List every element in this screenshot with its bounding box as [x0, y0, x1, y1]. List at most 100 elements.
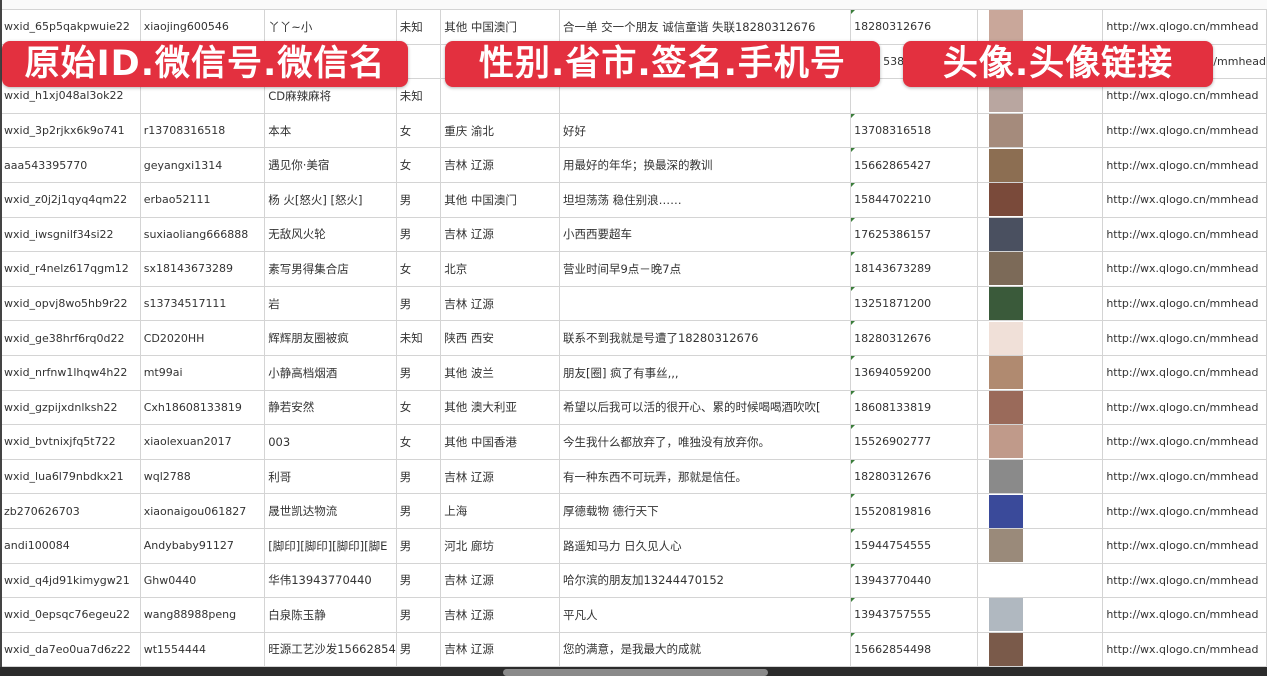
cell-region[interactable]: 吉林 辽源 [440, 285, 560, 322]
cell-link[interactable]: http://wx.qlogo.cn/mmhead [1102, 285, 1267, 322]
cell-name[interactable]: 丫丫~小 [264, 9, 397, 45]
cell-gender[interactable]: 男 [395, 354, 442, 391]
cell-name[interactable]: 晟世凯达物流 [264, 493, 397, 529]
cell-region[interactable]: 其他 中国澳门 [440, 9, 560, 45]
cell-wechat[interactable]: r13708316518 [139, 112, 266, 149]
cell-name[interactable]: 杨 火[怒火] [怒火] [264, 181, 397, 218]
cell-phone[interactable]: 13694059200 [850, 354, 978, 391]
cell-signature[interactable]: 小西西要超车 [558, 216, 852, 253]
cell-signature[interactable] [558, 285, 852, 322]
cell-wechat[interactable]: xiaolexuan2017 [139, 424, 266, 460]
cell-id[interactable]: wxid_da7eo0ua7d6z22 [0, 631, 141, 668]
cell-link[interactable]: http://wx.qlogo.cn/mmhead [1102, 597, 1267, 633]
cell-name[interactable]: 利哥 [264, 458, 397, 495]
cell-region[interactable]: 吉林 辽源 [440, 562, 560, 599]
cell-signature[interactable]: 厚德载物 德行天下 [558, 493, 852, 529]
cell-name[interactable]: 无敌风火轮 [264, 216, 397, 253]
cell-name[interactable]: 辉辉朋友圈被疯 [264, 320, 397, 356]
cell-gender[interactable]: 男 [395, 527, 442, 564]
cell-phone[interactable]: 18143673289 [850, 251, 978, 287]
cell-signature[interactable]: 营业时间早9点－晚7点 [558, 251, 852, 287]
cell-wechat[interactable]: Ghw0440 [139, 562, 266, 599]
cell-wechat[interactable]: xiaojing600546 [139, 9, 266, 45]
cell-signature[interactable]: 希望以后我可以活的很开心、累的时候喝喝酒吹吹[ [558, 389, 852, 426]
cell-phone[interactable]: 18608133819 [850, 389, 978, 426]
cell-gender[interactable]: 男 [395, 597, 442, 633]
cell-wechat[interactable]: wang88988peng [139, 597, 266, 633]
cell-name[interactable]: 小静高档烟酒 [264, 354, 397, 391]
cell-phone[interactable]: 15662865427 [850, 147, 978, 183]
cell-gender[interactable]: 未知 [395, 9, 442, 45]
cell-name[interactable]: 遇见你·美宿 [264, 147, 397, 183]
cell-wechat[interactable]: geyangxi1314 [139, 147, 266, 183]
cell-name[interactable]: 素写男得集合店 [264, 251, 397, 287]
cell-link[interactable]: http://wx.qlogo.cn/mmhead [1102, 112, 1267, 149]
cell-link[interactable]: http://wx.qlogo.cn/mmhead [1102, 424, 1267, 460]
cell-gender[interactable]: 男 [395, 216, 442, 253]
cell-region[interactable]: 其他 中国澳门 [440, 181, 560, 218]
cell-gender[interactable]: 女 [395, 251, 442, 287]
cell-id[interactable]: wxid_q4jd91kimygw21 [0, 562, 141, 599]
cell-wechat[interactable]: wql2788 [139, 458, 266, 495]
cell-id[interactable]: wxid_ge38hrf6rq0d22 [0, 320, 141, 356]
cell-wechat[interactable]: mt99ai [139, 354, 266, 391]
cell-id[interactable]: wxid_opvj8wo5hb9r22 [0, 285, 141, 322]
cell-id[interactable]: wxid_0epsqc76egeu22 [0, 597, 141, 633]
cell-gender[interactable]: 男 [395, 458, 442, 495]
cell-phone[interactable]: 15520819816 [850, 493, 978, 529]
cell-id[interactable]: wxid_65p5qakpwuie22 [0, 9, 141, 45]
cell-wechat[interactable]: s13734517111 [139, 285, 266, 322]
cell-link[interactable]: http://wx.qlogo.cn/mmhead [1102, 493, 1267, 529]
cell-phone[interactable]: 15526902777 [850, 424, 978, 460]
cell-avatar[interactable] [976, 216, 1104, 253]
cell-link[interactable]: http://wx.qlogo.cn/mmhead [1102, 389, 1267, 426]
cell-name[interactable]: 华伟13943770440 [264, 562, 397, 599]
cell-region[interactable]: 吉林 辽源 [440, 597, 560, 633]
cell-link[interactable]: http://wx.qlogo.cn/mmhead [1102, 147, 1267, 183]
cell-avatar[interactable] [976, 458, 1104, 495]
cell-wechat[interactable]: wt1554444 [139, 631, 266, 668]
cell-wechat[interactable]: xiaonaigou061827 [139, 493, 266, 529]
cell-name[interactable]: 岩 [264, 285, 397, 322]
cell-signature[interactable]: 朋友[圈] 疯了有事丝,,, [558, 354, 852, 391]
horizontal-scrollbar[interactable] [503, 669, 768, 676]
cell-gender[interactable]: 男 [395, 631, 442, 668]
cell-avatar[interactable] [976, 251, 1104, 287]
cell-link[interactable]: http://wx.qlogo.cn/mmhead [1102, 458, 1267, 495]
cell-name[interactable]: 旺源工艺沙发15662854 [264, 631, 397, 668]
cell-avatar[interactable] [976, 597, 1104, 633]
cell-signature[interactable]: 今生我什么都放弃了，唯独没有放弃你。 [558, 424, 852, 460]
cell-id[interactable]: wxid_iwsgnilf34si22 [0, 216, 141, 253]
cell-wechat[interactable]: Cxh18608133819 [139, 389, 266, 426]
cell-id[interactable]: zb270626703 [0, 493, 141, 529]
cell-avatar[interactable] [976, 285, 1104, 322]
cell-gender[interactable]: 女 [395, 424, 442, 460]
cell-region[interactable]: 吉林 辽源 [440, 458, 560, 495]
cell-wechat[interactable]: suxiaoliang666888 [139, 216, 266, 253]
cell-name[interactable]: 静若安然 [264, 389, 397, 426]
cell-id[interactable]: wxid_bvtnixjfq5t722 [0, 424, 141, 460]
cell-region[interactable]: 其他 波兰 [440, 354, 560, 391]
cell-avatar[interactable] [976, 493, 1104, 529]
cell-gender[interactable]: 未知 [395, 320, 442, 356]
cell-name[interactable]: 003 [264, 424, 397, 460]
cell-wechat[interactable]: Andybaby91127 [139, 527, 266, 564]
cell-name[interactable]: 白泉陈玉静 [264, 597, 397, 633]
cell-name[interactable]: 本本 [264, 112, 397, 149]
cell-link[interactable]: http://wx.qlogo.cn/mmhead [1102, 527, 1267, 564]
cell-gender[interactable]: 女 [395, 147, 442, 183]
cell-signature[interactable]: 用最好的年华；换最深的教训 [558, 147, 852, 183]
cell-avatar[interactable] [976, 354, 1104, 391]
cell-phone[interactable]: 13943757555 [850, 597, 978, 633]
cell-link[interactable]: http://wx.qlogo.cn/mmhead [1102, 9, 1267, 45]
cell-phone[interactable]: 15944754555 [850, 527, 978, 564]
cell-phone[interactable]: 15844702210 [850, 181, 978, 218]
cell-avatar[interactable] [976, 631, 1104, 668]
cell-link[interactable]: http://wx.qlogo.cn/mmhead [1102, 354, 1267, 391]
cell-region[interactable]: 吉林 辽源 [440, 147, 560, 183]
cell-avatar[interactable] [976, 112, 1104, 149]
cell-gender[interactable]: 男 [395, 562, 442, 599]
cell-phone[interactable]: 15662854498 [850, 631, 978, 668]
cell-gender[interactable]: 男 [395, 493, 442, 529]
cell-link[interactable]: http://wx.qlogo.cn/mmhead [1102, 320, 1267, 356]
